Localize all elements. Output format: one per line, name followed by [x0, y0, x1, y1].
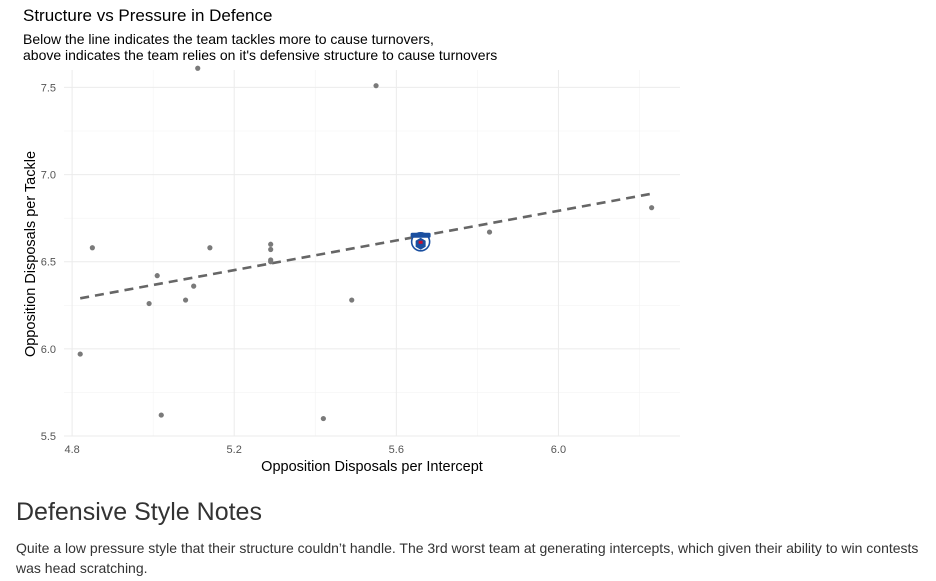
y-tick-label: 6.5: [41, 257, 56, 269]
y-tick-labels: 5.5 6.0 6.5 7.0 7.5: [41, 82, 56, 443]
subtitle-line-1: Below the line indicates the team tackle…: [23, 31, 434, 47]
y-tick-label: 7.5: [41, 82, 56, 94]
data-points: [77, 65, 655, 422]
data-point: [146, 300, 152, 307]
data-point: [191, 283, 197, 289]
y-axis-title: Opposition Disposals per Tackle: [23, 151, 39, 357]
chart-subtitle: Below the line indicates the team tackle…: [23, 31, 497, 63]
data-point: [268, 246, 274, 253]
trendline-layer: [79, 192, 652, 300]
subtitle-line-2: above indicates the team relies on it's …: [23, 47, 498, 63]
data-point: [89, 245, 95, 251]
team-logo-icon: [410, 232, 431, 252]
data-point: [486, 229, 493, 235]
x-tick-label: 4.8: [64, 444, 79, 456]
data-point: [373, 83, 379, 89]
data-point: [77, 351, 83, 357]
data-point: [158, 412, 164, 418]
data-point: [154, 273, 160, 279]
notes-heading: Defensive Style Notes: [16, 498, 262, 526]
data-point: [195, 65, 201, 71]
x-axis-title: Opposition Disposals per Intercept: [261, 459, 483, 475]
chart-title: Structure vs Pressure in Defence: [23, 6, 273, 25]
trendline: [79, 192, 652, 300]
x-tick-labels: 4.8 5.2 5.6 6.0: [64, 444, 566, 456]
scatter-plot: 4.8 5.2 5.6 6.0 5.5 6.0 6.5 7.0 7.5 Opposition …: [23, 65, 680, 475]
data-point: [207, 245, 213, 251]
data-point: [268, 241, 274, 247]
data-point: [182, 297, 189, 303]
x-tick-label: 5.2: [227, 444, 242, 456]
data-point: [349, 297, 355, 303]
y-tick-label: 6.0: [41, 344, 56, 356]
grid-lines: [64, 70, 680, 437]
y-tick-label: 7.0: [41, 170, 56, 182]
x-tick-label: 5.6: [389, 444, 404, 456]
logo-stripe: [418, 240, 423, 244]
data-point: [649, 205, 655, 211]
data-point: [268, 259, 274, 265]
notes-body: Quite a low pressure style that their st…: [16, 540, 919, 576]
data-point: [320, 415, 326, 422]
x-tick-label: 6.0: [551, 444, 566, 456]
highlight-layer: [410, 232, 431, 252]
logo-banner: [410, 232, 431, 238]
y-tick-label: 5.5: [41, 431, 56, 443]
